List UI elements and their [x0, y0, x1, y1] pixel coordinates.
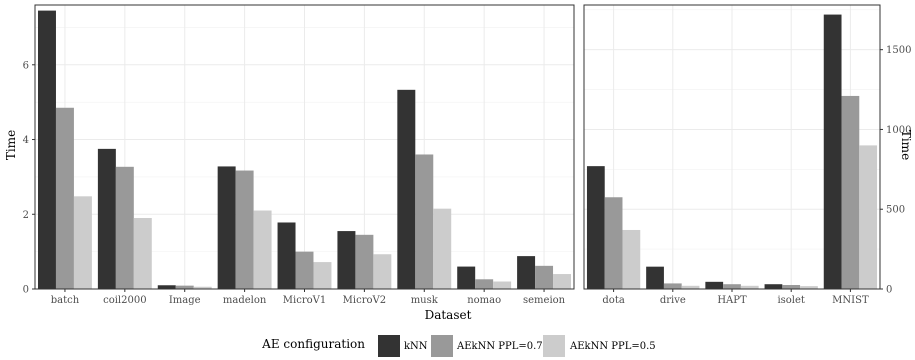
bar-musk-aeknn-ppl-0-5: [433, 208, 452, 289]
bar-madelon-aeknn-ppl-0-5: [253, 210, 272, 289]
x-tick-label-microv1: MicroV1: [283, 295, 326, 306]
bar-image-aeknn-ppl-0-5: [193, 286, 212, 289]
x-tick-label-madelon: madelon: [223, 295, 267, 306]
x-tick-label-microv2: MicroV2: [343, 295, 386, 306]
y-tick-label-1500: 1500: [886, 45, 911, 56]
bar-batch-knn: [37, 10, 56, 290]
x-tick-label-drive: drive: [660, 295, 686, 306]
bar-isolet-aeknn-ppl-0-5: [800, 286, 818, 289]
bar-semeion-aeknn-ppl-0-75: [535, 265, 554, 289]
x-tick-label-musk: musk: [411, 295, 439, 306]
x-tick-label-semeion: semeion: [523, 295, 566, 306]
legend-swatch-aeknn-05: [543, 335, 565, 357]
bar-microv1-aeknn-ppl-0-75: [295, 251, 314, 289]
bar-image-aeknn-ppl-0-75: [175, 285, 194, 289]
panel-border-left: [34, 4, 575, 290]
y-tick-label-4: 4: [23, 135, 29, 146]
bar-mnist-aeknn-ppl-0-5: [859, 145, 878, 289]
bar-isolet-knn: [764, 284, 783, 289]
bar-coil2000-aeknn-ppl-0-75: [115, 166, 134, 289]
panel-left: batch coil2000 Image madelon MicroV1 MicroV2 m…: [23, 4, 575, 306]
y-tick-label-500: 500: [886, 205, 905, 216]
bar-dota-aeknn-ppl-0-5: [622, 229, 641, 289]
bar-hapt-aeknn-ppl-0-75: [723, 284, 741, 289]
legend-swatch-aeknn-075: [431, 335, 453, 357]
bar-semeion-knn: [517, 256, 536, 289]
bar-batch-aeknn-ppl-0-5: [73, 196, 92, 289]
y-tick-label-6: 6: [23, 60, 29, 71]
legend-label-aeknn-075: AEkNN PPL=0.75: [456, 341, 549, 352]
bar-coil2000-knn: [97, 148, 116, 289]
bar-image-knn: [157, 285, 176, 289]
x-axis-title: Dataset: [425, 308, 472, 322]
bar-madelon-knn: [217, 166, 236, 289]
bar-microv1-aeknn-ppl-0-5: [313, 262, 332, 289]
bar-musk-knn: [397, 89, 416, 289]
bar-dota-aeknn-ppl-0-75: [604, 197, 623, 289]
legend-label-aeknn-05: AEkNN PPL=0.5: [569, 341, 656, 352]
y-axis-title-left: Time: [4, 130, 18, 160]
legend-label-knn: kNN: [404, 341, 428, 352]
x-tick-label-dota: dota: [602, 295, 624, 306]
bar-microv1-knn: [277, 222, 296, 289]
bar-nomao-aeknn-ppl-0-5: [493, 281, 512, 289]
bar-semeion-aeknn-ppl-0-5: [553, 274, 572, 289]
bar-drive-aeknn-ppl-0-5: [681, 285, 700, 289]
y-tick-label-0: 0: [23, 285, 29, 296]
x-tick-label-batch: batch: [51, 295, 80, 306]
panel-border-right: [583, 4, 881, 290]
panel-right: dota drive HAPT isolet MNIST 0 500 1000 1500: [583, 4, 911, 306]
bar-dota-knn: [586, 166, 605, 289]
bar-nomao-knn: [457, 266, 476, 289]
x-tick-label-isolet: isolet: [777, 295, 805, 306]
legend: AE configuration kNN AEkNN PPL=0.75 AEkN…: [261, 335, 656, 357]
y-tick-label-1000: 1000: [886, 125, 911, 136]
x-tick-label-hapt: HAPT: [717, 295, 747, 306]
legend-swatch-knn: [378, 335, 400, 357]
bar-microv2-knn: [337, 231, 356, 289]
bar-musk-aeknn-ppl-0-75: [415, 154, 434, 289]
y-tick-label-2: 2: [23, 210, 29, 221]
bar-hapt-aeknn-ppl-0-5: [740, 285, 759, 289]
bar-madelon-aeknn-ppl-0-75: [235, 170, 254, 289]
bar-microv2-aeknn-ppl-0-75: [355, 234, 374, 289]
bar-nomao-aeknn-ppl-0-75: [475, 279, 494, 289]
x-tick-label-coil2000: coil2000: [103, 295, 146, 306]
bar-drive-aeknn-ppl-0-75: [663, 283, 682, 289]
y-axis-title-right: Time: [899, 130, 913, 160]
bar-hapt-knn: [705, 281, 724, 289]
x-tick-label-mnist: MNIST: [832, 295, 869, 306]
x-tick-label-image: Image: [169, 295, 201, 306]
x-tick-label-nomao: nomao: [467, 295, 501, 306]
bar-batch-aeknn-ppl-0-75: [55, 107, 74, 290]
y-tick-label-0: 0: [886, 285, 892, 296]
bar-drive-knn: [646, 266, 664, 289]
legend-title: AE configuration: [261, 337, 365, 351]
bar-mnist-aeknn-ppl-0-75: [841, 95, 860, 289]
bar-mnist-knn: [823, 14, 842, 290]
bar-coil2000-aeknn-ppl-0-5: [133, 218, 152, 289]
bar-microv2-aeknn-ppl-0-5: [373, 254, 392, 289]
bar-isolet-aeknn-ppl-0-75: [782, 285, 801, 289]
